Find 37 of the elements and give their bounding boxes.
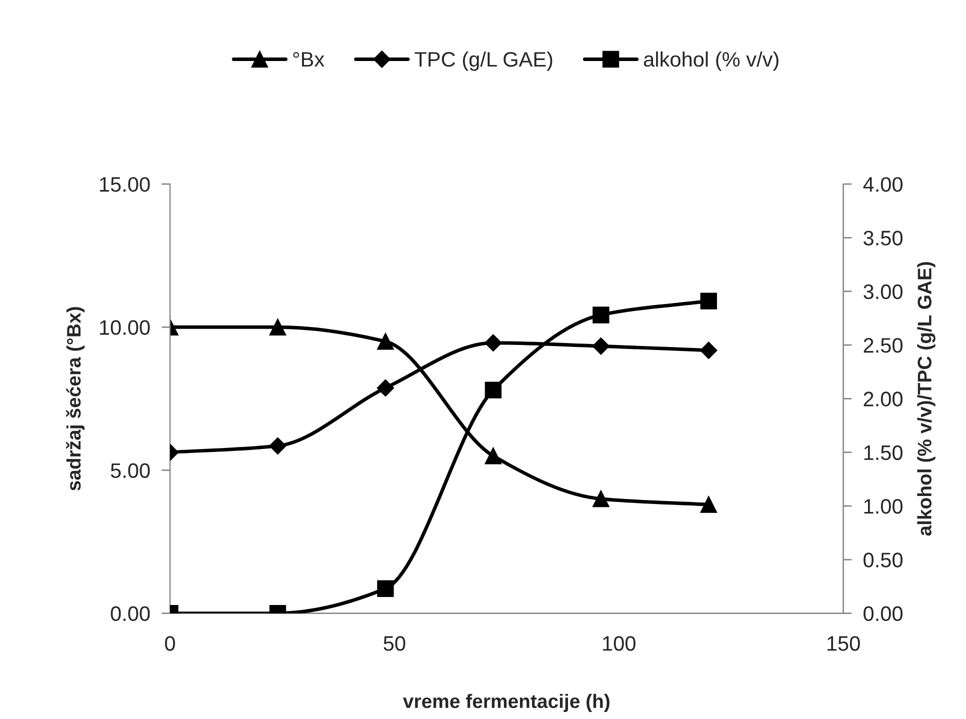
y2-tick-label: 2.00 — [864, 392, 902, 406]
x-tick-label: 150 — [828, 636, 860, 651]
point — [592, 306, 610, 324]
y-tick-label: 0.00 — [110, 606, 150, 622]
legend-label: TPC (g/L GAE) — [414, 51, 552, 71]
y2-tick-label: 1.50 — [864, 445, 902, 460]
y-axis-title: sadržaj šećera (°Bx) — [66, 307, 85, 491]
y-tick-label: 15.00 — [100, 177, 150, 192]
y2-tick-label: 1.00 — [864, 499, 902, 514]
point — [376, 379, 394, 397]
y2-tick-label: 0.00 — [864, 606, 902, 622]
y-tick-label: 10.00 — [100, 320, 150, 335]
point — [269, 318, 286, 336]
point — [700, 292, 717, 310]
legend-label: °Bx — [293, 52, 324, 67]
y2-tick-label: 3.00 — [864, 284, 902, 300]
point — [484, 448, 502, 464]
x-tick-label: 100 — [603, 636, 636, 651]
y2-tick-label: 3.50 — [864, 230, 902, 246]
point — [377, 333, 394, 350]
point — [377, 580, 394, 597]
point — [484, 382, 502, 398]
point — [700, 496, 717, 513]
y2-axis-title: alkohol (% v/v)/TPC (g/L GAE) — [917, 262, 936, 536]
x-axis-title: vreme fermentacije (h) — [403, 694, 610, 712]
point — [269, 437, 286, 454]
x-tick-label: 50 — [384, 636, 406, 651]
legend-label: alkohol (% v/v) — [644, 51, 778, 71]
y2-tick-label: 0.50 — [864, 552, 902, 568]
x-tick-label: 0 — [165, 636, 175, 651]
point — [592, 490, 610, 508]
point — [592, 338, 610, 355]
y2-tick-label: 2.50 — [864, 338, 902, 353]
point — [484, 334, 502, 352]
point — [700, 342, 718, 359]
y2-tick-label: 4.00 — [863, 177, 902, 192]
y-tick-label: 5.00 — [110, 463, 150, 478]
